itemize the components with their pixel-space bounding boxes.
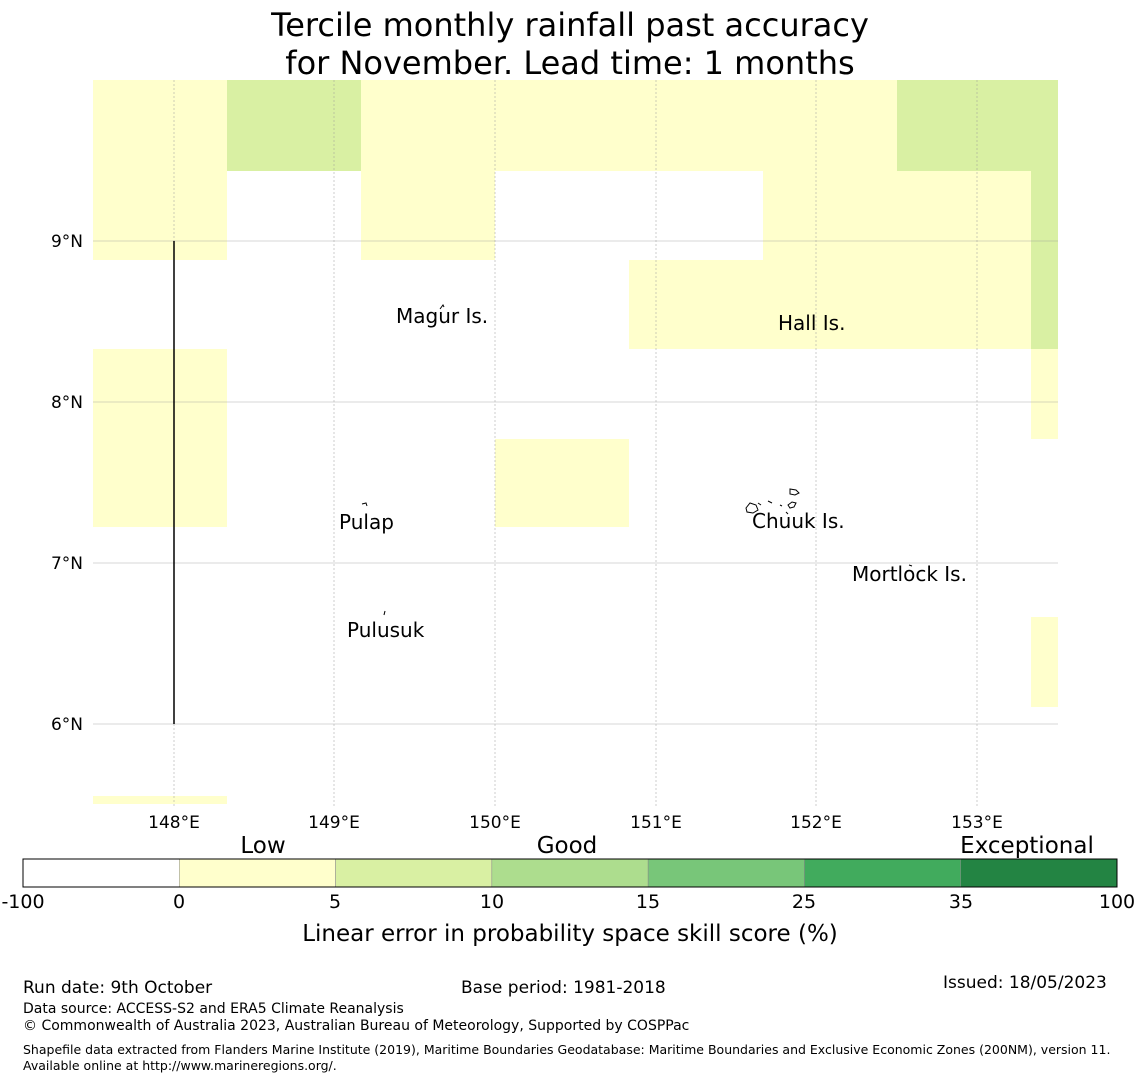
legend-category-low: Low [240, 833, 285, 859]
lon-label: 149°E [308, 813, 360, 833]
island-chuuk-islet [779, 504, 783, 507]
colorbar-tick-label: 35 [949, 891, 973, 913]
island-outlines [361, 304, 913, 616]
lat-label: 8°N [51, 393, 83, 413]
cell-good [227, 80, 361, 171]
colorbar-tick-label: 25 [792, 891, 816, 913]
colorbar-tick-label: 5 [329, 891, 341, 913]
colorbar-segment [22, 858, 180, 888]
island-pulusuk [383, 610, 386, 616]
map-title-line-1: Tercile monthly rainfall past accuracy [271, 6, 869, 44]
run-date: Run date: 9th October [23, 978, 213, 998]
island-magur [439, 304, 445, 310]
issued-date: Issued: 18/05/2023 [943, 973, 1107, 993]
cell-good [1031, 171, 1058, 349]
base-period: Base period: 1981-2018 [461, 978, 666, 998]
island-mortlock [908, 564, 913, 567]
place-label-pulusuk: Pulusuk [347, 618, 425, 642]
map-title-line-2: for November. Lead time: 1 months [285, 44, 855, 82]
cell-low [1031, 349, 1058, 439]
cell-low [495, 439, 629, 527]
colorbar-segment [491, 858, 649, 888]
island-pulap [361, 502, 368, 507]
cell-good [897, 80, 1058, 171]
place-label-magur: Magur Is. [396, 304, 488, 328]
cell-low [93, 80, 227, 260]
place-label-hall: Hall Is. [778, 311, 845, 335]
cell-low [495, 80, 897, 171]
place-label-pulap: Pulap [339, 510, 394, 534]
lon-label: 153°E [951, 813, 1003, 833]
shapefile-credit: Shapefile data extracted from Flanders M… [23, 1042, 1111, 1073]
lon-label: 151°E [630, 813, 682, 833]
data-source: Data source: ACCESS-S2 and ERA5 Climate … [23, 1001, 404, 1017]
colorbar-segment [804, 858, 961, 888]
colorbar-segment [647, 858, 805, 888]
colorbar-tick-label: -100 [1, 891, 44, 913]
island-chuuk-east [787, 501, 797, 509]
island-chuuk-islet [757, 502, 762, 506]
skill-score-cells [93, 80, 1058, 804]
colorbar-tick-label: 10 [480, 891, 504, 913]
lon-label: 150°E [469, 813, 521, 833]
place-label-chuuk: Chuuk Is. [752, 509, 845, 533]
copyright: © Commonwealth of Australia 2023, Austra… [23, 1018, 690, 1034]
cell-low [763, 171, 1031, 260]
colorbar-segment [179, 858, 336, 888]
lat-label: 9°N [51, 232, 83, 252]
colorbar-label: Linear error in probability space skill … [302, 921, 838, 947]
island-chuuk-atoll [789, 488, 800, 496]
lon-label: 148°E [148, 813, 200, 833]
cell-low [1031, 617, 1058, 707]
island-chuuk-islet [767, 500, 773, 504]
cell-low [93, 349, 227, 527]
place-label-mortlock: Mortlock Is. [852, 562, 967, 586]
island-chuuk-west [745, 502, 759, 514]
lat-label: 7°N [51, 554, 83, 574]
cell-low [629, 260, 1031, 349]
cell-low [361, 80, 495, 260]
colorbar-frame [22, 858, 1118, 888]
gridlines [93, 80, 1058, 806]
colorbar-tick-label: 0 [173, 891, 185, 913]
colorbar [22, 858, 1118, 888]
island-chuuk-south [785, 511, 789, 515]
lat-label: 6°N [51, 715, 83, 735]
colorbar-tick-label: 15 [636, 891, 660, 913]
lon-label: 152°E [790, 813, 842, 833]
colorbar-segment [335, 858, 493, 888]
colorbar-segment [960, 858, 1118, 888]
legend-category-exceptional: Exceptional [960, 833, 1094, 859]
colorbar-tick-label: 100 [1099, 891, 1135, 913]
legend-category-good: Good [537, 833, 598, 859]
cell-low [93, 796, 227, 804]
